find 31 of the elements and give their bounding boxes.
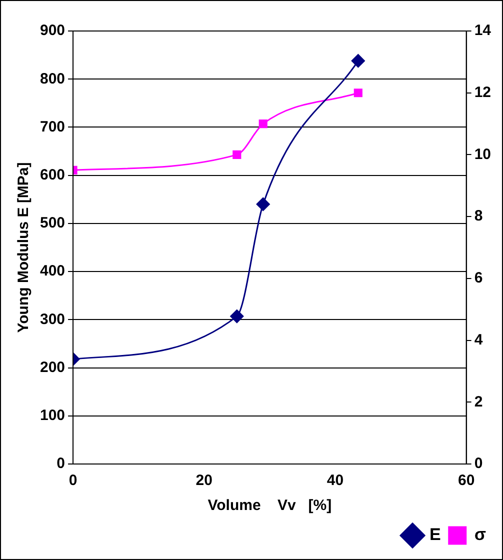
y-tick-label: 300 xyxy=(40,310,66,328)
y2-tick-label: 14 xyxy=(474,22,492,40)
legend-label: σ xyxy=(474,525,486,544)
point xyxy=(354,88,362,98)
y-tick-label: 400 xyxy=(40,262,66,280)
x-axis-title: Volume Vv [%] xyxy=(208,497,332,514)
point xyxy=(232,150,242,159)
y-tick-label: 700 xyxy=(40,118,66,136)
x-tick-label: 20 xyxy=(196,472,212,490)
point xyxy=(258,120,268,128)
y-tick-label: 0 xyxy=(56,455,66,472)
y2-tick-label: 8 xyxy=(474,208,483,225)
y2-tick-label: 12 xyxy=(474,84,492,101)
y-tick-label: 500 xyxy=(40,214,66,232)
y-axis-title: Young Modulus E [MPa] xyxy=(15,162,32,333)
x-tick-label: 40 xyxy=(326,472,344,490)
x-tick-label: 60 xyxy=(458,472,475,490)
legend-label: E xyxy=(430,525,441,544)
y2-tick-label: 2 xyxy=(474,393,483,410)
y2-tick-label: 4 xyxy=(474,331,484,348)
y-tick-label: 100 xyxy=(40,407,66,424)
y2-tick-label: 10 xyxy=(474,146,492,163)
y-tick-label: 800 xyxy=(40,70,66,88)
y2-tick-label: 0 xyxy=(474,455,483,472)
point xyxy=(230,310,244,324)
y-tick-label: 600 xyxy=(40,166,66,184)
y-tick-label: 900 xyxy=(40,22,66,40)
point xyxy=(256,197,270,211)
y-tick-label: 200 xyxy=(40,358,66,376)
y2-tick-label: 6 xyxy=(474,270,483,287)
x-tick-label: 0 xyxy=(68,472,78,490)
